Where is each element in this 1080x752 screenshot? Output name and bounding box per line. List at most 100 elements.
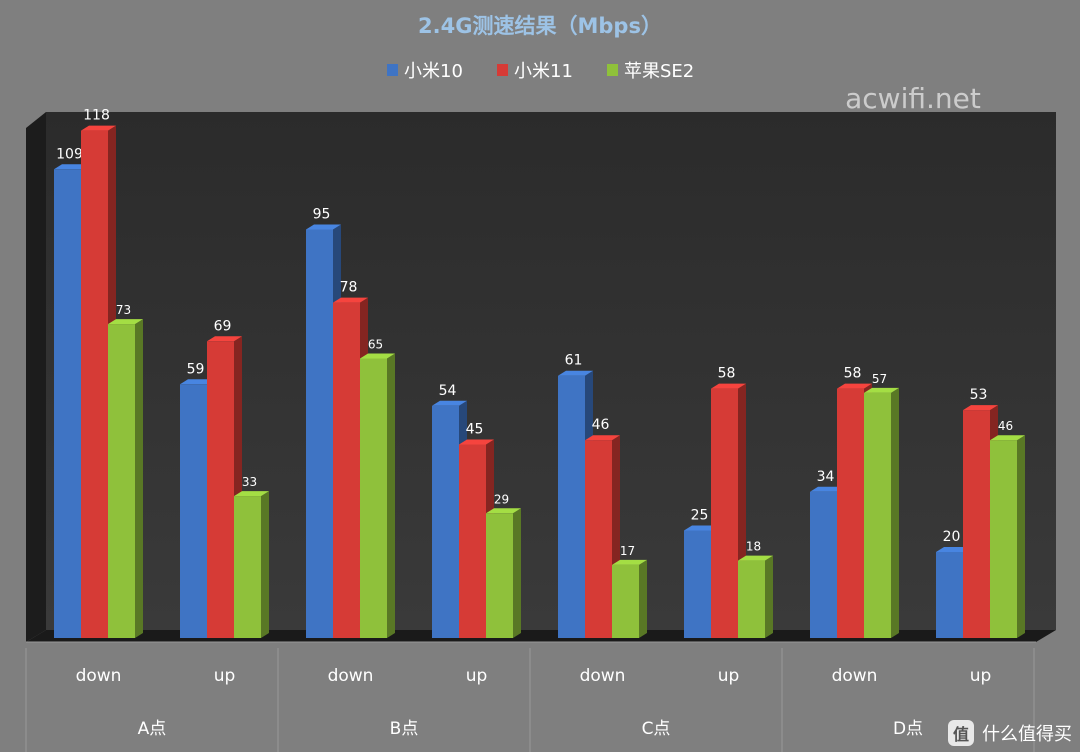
data-label: 34 xyxy=(817,469,835,485)
bar-side xyxy=(261,491,269,638)
site-watermark: acwifi.net xyxy=(845,82,981,115)
data-label: 25 xyxy=(691,508,709,524)
x-tick-label: down xyxy=(832,666,878,686)
x-tick-label: up xyxy=(214,666,236,686)
x-tick-label: down xyxy=(580,666,626,686)
bar xyxy=(612,559,647,638)
x-axis-labels: down up down up down up down up A点 B点 C点 D点 xyxy=(25,648,1035,752)
x-tick-label: down xyxy=(76,666,122,686)
data-label: 29 xyxy=(494,492,509,506)
data-label: 20 xyxy=(943,529,961,545)
legend-swatch xyxy=(607,64,618,76)
bar-front xyxy=(180,384,207,638)
data-label: 17 xyxy=(620,544,635,558)
bar-top xyxy=(108,319,143,325)
bar-front xyxy=(711,388,738,638)
data-label: 58 xyxy=(844,366,862,382)
x-tick-label: up xyxy=(718,666,740,686)
data-label: 33 xyxy=(242,475,257,489)
brand-logo-icon: 值 xyxy=(948,720,974,746)
legend-swatch xyxy=(497,64,508,76)
x-tick-label: up xyxy=(970,666,992,686)
legend-label: 小米10 xyxy=(404,61,463,82)
x-tick-label: down xyxy=(328,666,374,686)
bar-front xyxy=(432,405,459,638)
bar-front xyxy=(612,564,639,638)
bar-top xyxy=(990,435,1025,441)
data-label: 53 xyxy=(970,387,988,403)
bar-side xyxy=(387,353,395,638)
bar xyxy=(486,508,521,638)
bar-front xyxy=(108,324,135,638)
bar-top xyxy=(486,508,521,514)
bar-top xyxy=(864,387,899,393)
bar xyxy=(990,435,1025,638)
bar-top xyxy=(360,353,395,359)
data-label: 118 xyxy=(83,108,110,124)
x-group-label: D点 xyxy=(893,719,923,739)
bar-top xyxy=(684,525,719,531)
legend-swatch xyxy=(387,64,398,76)
data-label: 57 xyxy=(872,372,887,386)
bar-side xyxy=(765,555,773,638)
legend: 小米10 小米11 苹果SE2 xyxy=(387,61,694,82)
chart-title: 2.4G测速结果（Mbps） xyxy=(418,14,662,38)
bar-front xyxy=(936,552,963,638)
bar-side xyxy=(135,319,143,638)
bar-top xyxy=(558,370,593,376)
bar-top xyxy=(207,336,242,342)
bar-top xyxy=(54,164,89,170)
data-label: 65 xyxy=(368,338,383,352)
bar-front xyxy=(837,388,864,638)
bar-top xyxy=(432,400,467,406)
x-group-label: B点 xyxy=(390,719,419,739)
bar-top xyxy=(234,491,269,497)
brand-name: 什么值得买 xyxy=(982,724,1072,745)
bar-front xyxy=(558,375,585,638)
bar xyxy=(360,353,395,638)
data-label: 54 xyxy=(439,383,457,399)
bar-front xyxy=(486,513,513,638)
data-label: 18 xyxy=(746,540,761,554)
legend-label: 苹果SE2 xyxy=(624,61,694,82)
data-label: 45 xyxy=(466,422,484,438)
bar-front xyxy=(810,491,837,638)
data-label: 78 xyxy=(340,280,358,296)
bar-front xyxy=(684,530,711,638)
bar-top xyxy=(612,559,647,565)
data-label: 46 xyxy=(592,417,610,433)
bar-front xyxy=(333,302,360,638)
data-label: 69 xyxy=(214,318,232,334)
bar-front xyxy=(459,444,486,638)
data-label: 58 xyxy=(718,366,736,382)
data-label: 59 xyxy=(187,361,205,377)
bar-side xyxy=(639,559,647,638)
data-label: 46 xyxy=(998,419,1013,433)
bar-front xyxy=(207,341,234,638)
bar-front xyxy=(738,560,765,638)
data-label: 73 xyxy=(116,303,131,317)
bar-top xyxy=(810,486,845,492)
bar-top xyxy=(585,435,620,441)
bar-side xyxy=(891,387,899,638)
bar-top xyxy=(306,224,341,230)
bar-top xyxy=(333,297,368,303)
x-group-label: A点 xyxy=(138,719,167,739)
bars-layer: 109 118 73 59 69 33 95 78 65 54 45 29 61 46 17 25 58 18 34… xyxy=(54,108,1025,639)
bar-side xyxy=(1017,435,1025,638)
legend-label: 小米11 xyxy=(514,61,573,82)
bar xyxy=(864,387,899,638)
data-label: 109 xyxy=(56,146,83,162)
bar-front xyxy=(585,440,612,638)
bar-top xyxy=(738,555,773,561)
x-tick-label: up xyxy=(466,666,488,686)
bar-top xyxy=(837,383,872,389)
bar-front xyxy=(54,169,81,639)
bar-front xyxy=(81,130,108,638)
bar-front xyxy=(360,358,387,638)
bar-top xyxy=(936,547,971,552)
bar xyxy=(738,555,773,638)
bar-top xyxy=(963,405,998,411)
data-label: 95 xyxy=(313,207,331,223)
